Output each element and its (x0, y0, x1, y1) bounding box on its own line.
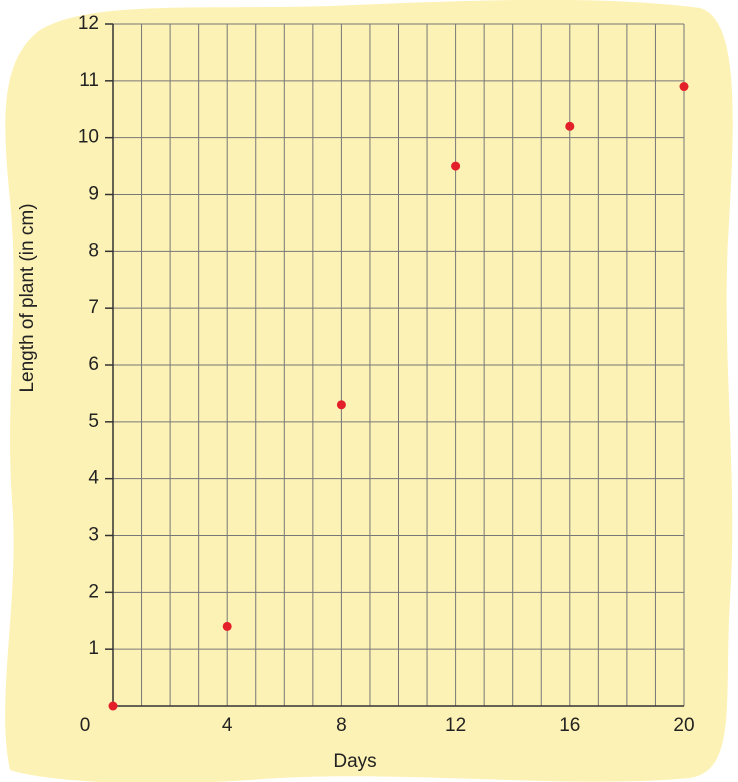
paper-background (5, 0, 733, 782)
y-tick-label: 4 (88, 468, 99, 489)
point (679, 82, 689, 92)
x-tick-label: 16 (559, 715, 580, 736)
x-tick-label: 4 (222, 715, 233, 736)
point (565, 121, 575, 131)
x-tick-label: 12 (445, 715, 466, 736)
x-tick-label: 20 (673, 715, 694, 736)
y-tick-label: 9 (88, 184, 99, 205)
y-tick-label: 11 (79, 70, 99, 91)
x-tick-label: 8 (336, 715, 347, 736)
y-tick-label: 6 (88, 354, 99, 375)
y-axis-label: Length of plant (in cm) (17, 203, 38, 392)
point (451, 161, 461, 171)
x-axis-label: Days (333, 751, 376, 772)
y-tick-label: 10 (78, 127, 99, 148)
y-tick-label: 1 (88, 638, 99, 659)
x-tick-label: 0 (80, 715, 91, 736)
point (336, 400, 346, 410)
y-tick-label: 7 (88, 297, 99, 318)
point (108, 701, 118, 711)
y-tick-label: 2 (88, 581, 99, 602)
y-tick-label: 12 (78, 13, 99, 34)
y-tick-label: 5 (88, 411, 99, 432)
y-tick-label: 8 (88, 240, 99, 261)
point (222, 621, 232, 631)
y-tick-label: 3 (88, 525, 99, 546)
